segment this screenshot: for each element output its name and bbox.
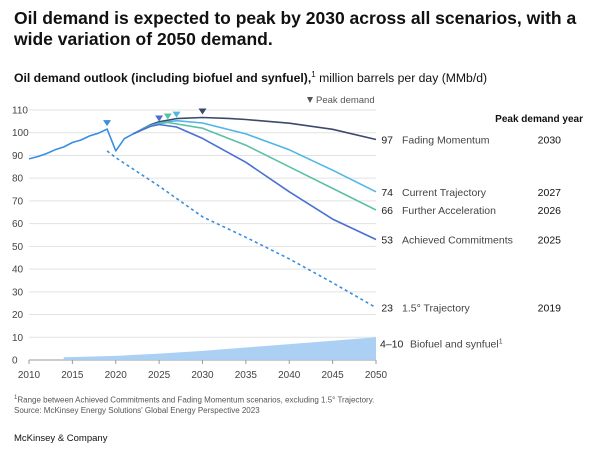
y-tick-label: 90 [12, 151, 24, 162]
series-line-achieved [132, 123, 377, 241]
series-end-value: 97 [381, 135, 393, 147]
subtitle-unit: million barrels per day (MMb/d) [315, 71, 488, 86]
peak-marker-current [172, 111, 181, 118]
peak-marker-further [163, 113, 172, 120]
y-tick-label: 100 [12, 128, 29, 139]
peak-legend-label: Peak demand [316, 95, 375, 106]
series-name-label: Achieved Commitments [402, 235, 513, 247]
x-tick-label: 2050 [365, 370, 388, 381]
series-name-label: Further Acceleration [402, 205, 496, 217]
y-tick-label: 0 [12, 356, 18, 367]
y-tick-label: 70 [12, 196, 24, 207]
biofuel-area [63, 337, 376, 360]
peak-legend-icon [307, 97, 313, 103]
series-end-value: 66 [381, 205, 393, 217]
y-tick-label: 60 [12, 219, 24, 230]
series-peak-year: 2030 [538, 135, 562, 147]
x-tick-label: 2030 [191, 370, 214, 381]
brand-name: McKinsey & Company [14, 433, 108, 444]
y-tick-label: 20 [12, 310, 24, 321]
y-tick-label: 110 [12, 106, 28, 117]
source-text: Source: McKinsey Energy Solutions' Globa… [14, 405, 260, 415]
subtitle-footnote-ref: 1 [311, 70, 316, 79]
x-tick-label: 2035 [235, 370, 258, 381]
series-peak-year: 2025 [538, 235, 562, 247]
x-tick-label: 2040 [278, 370, 301, 381]
series-name-label: Current Trajectory [402, 187, 487, 199]
peak-year-header: Peak demand year [495, 114, 583, 125]
biofuel-label: Biofuel and synfuel1 [410, 338, 503, 350]
series-end-value: 53 [381, 235, 393, 247]
peak-marker-history [103, 120, 112, 127]
x-tick-label: 2015 [61, 370, 84, 381]
series-line-fading [132, 116, 377, 141]
x-tick-label: 2010 [18, 370, 41, 381]
biofuel-footnote-ref: 1 [499, 338, 503, 345]
biofuel-end-value: 4–10 [380, 338, 404, 350]
headline: Oil demand is expected to peak by 2030 a… [14, 8, 577, 49]
series-line-further [132, 121, 377, 211]
subtitle-bold: Oil demand outlook (including biofuel an… [14, 71, 312, 86]
y-tick-label: 40 [12, 265, 24, 276]
peak-marker-fading [198, 108, 207, 115]
footnote-text: Range between Achieved Commitments and F… [17, 395, 375, 405]
y-tick-label: 30 [12, 287, 24, 298]
chart-subtitle: Oil demand outlook (including biofuel an… [14, 70, 574, 85]
x-tick-label: 2020 [105, 370, 128, 381]
footnote-ref: 1 [14, 395, 18, 401]
series-name-label: Fading Momentum [402, 135, 490, 147]
series-peak-year: 2026 [538, 205, 562, 217]
series-end-value: 23 [381, 303, 393, 315]
history-line [28, 128, 134, 160]
x-tick-label: 2025 [148, 370, 171, 381]
y-tick-label: 10 [12, 333, 24, 344]
series-line-trajectory [106, 150, 377, 309]
peak-marker-achieved [155, 115, 164, 122]
series-peak-year: 2027 [538, 187, 562, 199]
footnote: 1Range between Achieved Commitments and … [14, 393, 514, 416]
y-tick-label: 50 [12, 242, 24, 253]
y-tick-label: 80 [12, 174, 24, 185]
x-tick-label: 2045 [322, 370, 345, 381]
series-end-value: 74 [381, 187, 393, 199]
series-peak-year: 2019 [538, 303, 562, 315]
series-name-label: 1.5° Trajectory [402, 303, 471, 315]
